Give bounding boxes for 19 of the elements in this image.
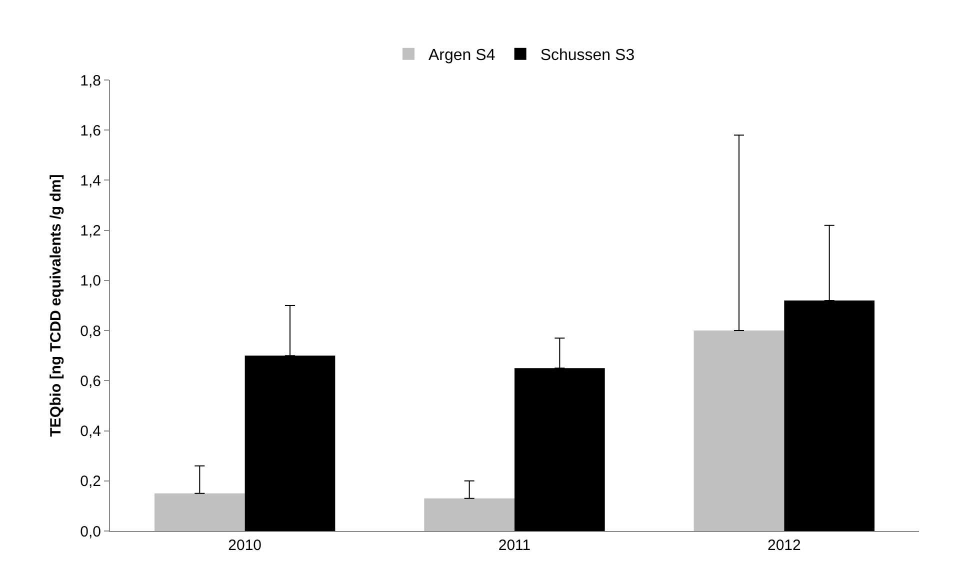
y-axis-title: TEQbio [ng TCDD equivalents /g dm] <box>47 174 64 437</box>
bar <box>694 330 784 531</box>
y-tick-label: 0,8 <box>80 322 101 340</box>
x-tick-label: 2011 <box>498 537 531 554</box>
bar <box>154 493 245 531</box>
y-tick-label: 1,2 <box>80 222 101 240</box>
y-tick-label: 1,8 <box>80 72 101 90</box>
x-tick-label: 2010 <box>228 537 262 554</box>
x-tick-label: 2012 <box>767 537 801 554</box>
y-tick-label: 1,6 <box>80 122 101 140</box>
y-tick-label: 1,0 <box>80 272 101 290</box>
y-tick-label: 1,4 <box>80 172 101 190</box>
y-tick-label: 0,2 <box>80 473 101 490</box>
bar <box>424 498 514 531</box>
legend-label: Argen S4 <box>428 47 496 64</box>
y-tick-label: 0,4 <box>80 423 101 440</box>
legend-label: Schussen S3 <box>540 47 635 64</box>
y-tick-label: 0,6 <box>80 372 101 390</box>
y-tick-label: 0,0 <box>80 523 101 540</box>
